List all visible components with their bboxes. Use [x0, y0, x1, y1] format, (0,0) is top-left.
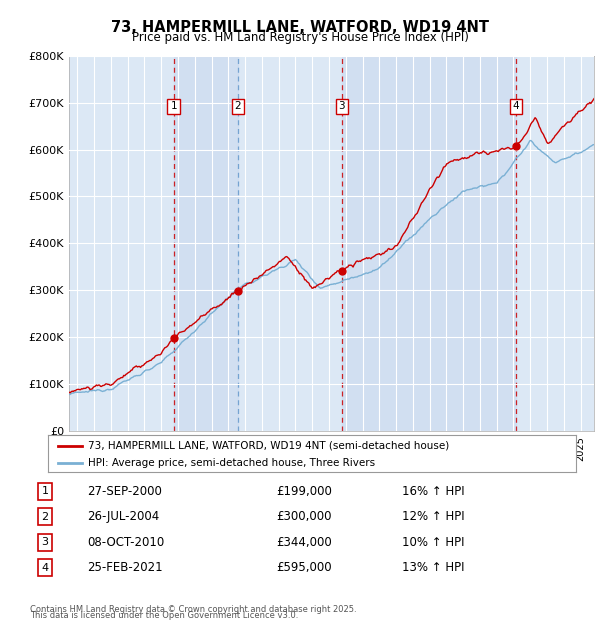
Text: £595,000: £595,000: [276, 561, 332, 574]
Text: £300,000: £300,000: [276, 510, 331, 523]
Text: 4: 4: [512, 102, 520, 112]
Text: 73, HAMPERMILL LANE, WATFORD, WD19 4NT: 73, HAMPERMILL LANE, WATFORD, WD19 4NT: [111, 20, 489, 35]
Text: 73, HAMPERMILL LANE, WATFORD, WD19 4NT (semi-detached house): 73, HAMPERMILL LANE, WATFORD, WD19 4NT (…: [88, 441, 449, 451]
Text: 16% ↑ HPI: 16% ↑ HPI: [402, 485, 464, 498]
Text: 13% ↑ HPI: 13% ↑ HPI: [402, 561, 464, 574]
Text: 3: 3: [338, 102, 345, 112]
Text: 25-FEB-2021: 25-FEB-2021: [87, 561, 163, 574]
Text: HPI: Average price, semi-detached house, Three Rivers: HPI: Average price, semi-detached house,…: [88, 458, 375, 468]
Text: 2: 2: [235, 102, 241, 112]
Text: 1: 1: [170, 102, 177, 112]
Text: 3: 3: [41, 537, 49, 547]
Text: Contains HM Land Registry data © Crown copyright and database right 2025.: Contains HM Land Registry data © Crown c…: [30, 604, 356, 614]
Bar: [342, 56, 516, 431]
Bar: [173, 56, 238, 431]
Text: This data is licensed under the Open Government Licence v3.0.: This data is licensed under the Open Gov…: [30, 611, 298, 620]
Text: Price paid vs. HM Land Registry's House Price Index (HPI): Price paid vs. HM Land Registry's House …: [131, 31, 469, 44]
Text: 08-OCT-2010: 08-OCT-2010: [87, 536, 164, 549]
Text: 12% ↑ HPI: 12% ↑ HPI: [402, 510, 464, 523]
Text: 10% ↑ HPI: 10% ↑ HPI: [402, 536, 464, 549]
Text: £344,000: £344,000: [276, 536, 332, 549]
Text: 27-SEP-2000: 27-SEP-2000: [87, 485, 162, 498]
Text: £199,000: £199,000: [276, 485, 332, 498]
Text: 1: 1: [41, 486, 49, 497]
Text: 2: 2: [41, 512, 49, 522]
Text: 26-JUL-2004: 26-JUL-2004: [87, 510, 159, 523]
Text: 4: 4: [41, 562, 49, 573]
